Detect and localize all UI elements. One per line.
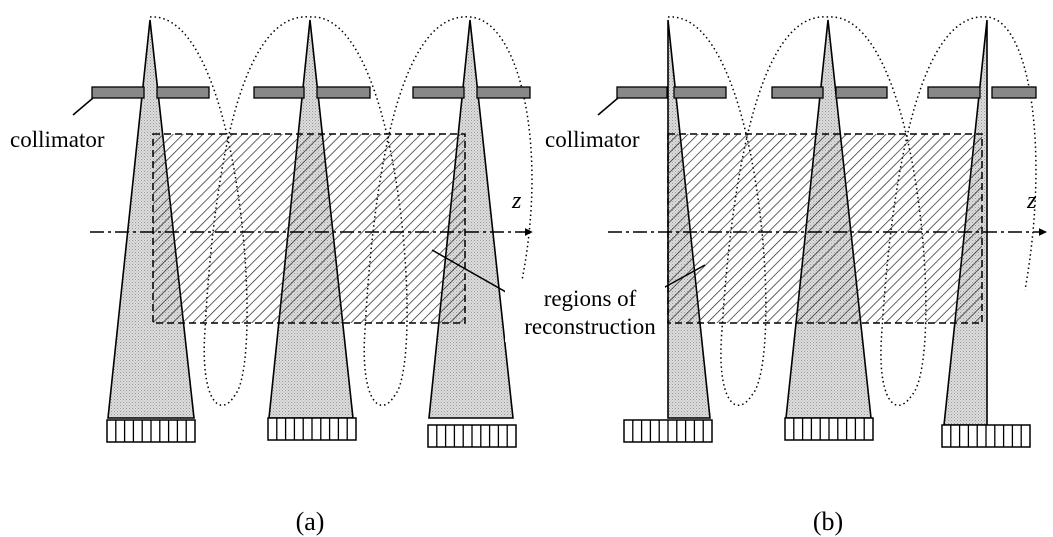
detector-a3 (427, 424, 517, 448)
collimator-leader-a (72, 97, 94, 116)
detector-a2 (267, 417, 357, 441)
detector-b3 (941, 424, 1031, 448)
collimator-label-a: collimator (10, 127, 105, 152)
collimator-b (616, 86, 1037, 99)
regions-label-line2: reconstruction (524, 314, 656, 339)
caption-a: (a) (296, 507, 325, 536)
z-axis-label-a: z (511, 188, 522, 214)
z-axis-label-b: z (1026, 188, 1037, 214)
collimator-a (91, 86, 531, 99)
regions-label-group: regions of reconstruction (431, 249, 706, 342)
caption-b: (b) (813, 507, 843, 536)
reconstruction-region-b (668, 134, 982, 323)
detector-a1 (106, 419, 196, 443)
collimator-label-b: collimator (545, 127, 640, 152)
panel-a: z collimator (a) (10, 16, 533, 536)
panel-b: z collimator (b) (545, 16, 1047, 536)
helical-orbit-b (667, 16, 1037, 406)
detector-b2 (784, 417, 874, 441)
reconstruction-region-a (153, 134, 465, 323)
regions-label-line1: regions of (544, 286, 637, 311)
detector-b1 (623, 419, 713, 443)
collimator-leader-b (597, 97, 619, 116)
